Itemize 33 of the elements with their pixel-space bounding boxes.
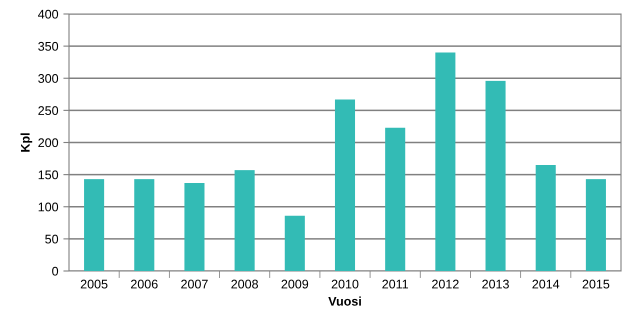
x-tick-label: 2015 [582,280,610,289]
x-tick-label: 2006 [131,280,158,289]
y-tick-label: 350 [38,42,58,51]
bar [536,164,556,271]
bar [184,182,204,271]
x-tick-label: 2010 [332,280,358,289]
x-tick-label: 2009 [282,280,308,289]
x-tick-label: 2013 [482,280,509,289]
y-tick-label: 0 [52,266,58,276]
bar [334,99,356,271]
bar [134,179,154,271]
y-tick-label: 100 [38,202,58,212]
x-tick-label: 2011 [382,280,408,289]
x-tick-label: 2005 [80,280,108,289]
x-tick-label: 2008 [231,280,258,289]
bar [486,80,506,271]
bar [385,128,406,271]
y-tick-label: 300 [38,74,58,83]
y-tick-label: 200 [38,138,58,148]
bar [435,52,456,271]
y-tick-label: 250 [38,106,58,116]
y-axis-title: Kpl [20,133,32,152]
bar [586,179,606,271]
bar [234,170,255,271]
y-tick-label: 150 [38,170,58,180]
bar [284,216,305,271]
y-tick-label: 400 [38,10,58,19]
x-tick-label: 2007 [181,280,208,289]
x-axis-title: Vuosi [328,296,361,306]
bar [84,179,104,271]
x-tick-label: 2014 [532,280,560,289]
x-tick-label: 2012 [432,280,459,289]
y-tick-label: 50 [45,234,58,244]
